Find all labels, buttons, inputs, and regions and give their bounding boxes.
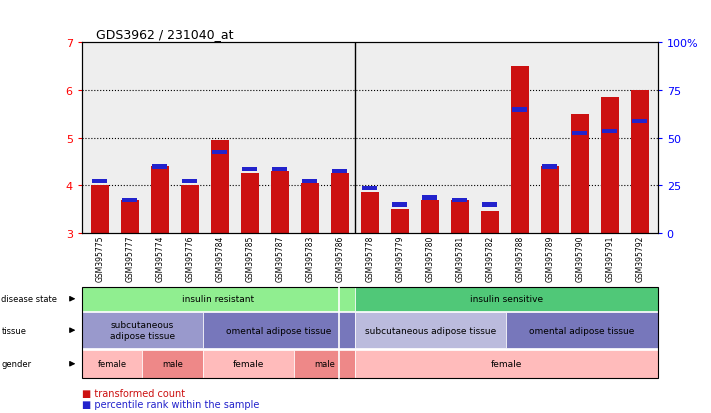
Text: omental adipose tissue: omental adipose tissue <box>226 326 331 335</box>
Bar <box>210 141 229 233</box>
Bar <box>271 172 289 233</box>
Text: female: female <box>491 359 522 368</box>
Bar <box>572 132 587 136</box>
Bar <box>510 67 529 233</box>
Bar <box>421 200 439 233</box>
Bar <box>481 212 498 233</box>
Bar <box>422 196 437 200</box>
Bar <box>571 114 589 233</box>
Bar <box>602 129 617 134</box>
Text: female: female <box>97 359 127 368</box>
Bar <box>601 98 619 233</box>
Text: insulin resistant: insulin resistant <box>182 294 255 304</box>
Bar <box>241 174 259 233</box>
Bar <box>362 186 378 190</box>
Bar <box>482 203 498 207</box>
Text: GDS3962 / 231040_at: GDS3962 / 231040_at <box>96 28 233 41</box>
Bar <box>632 120 647 124</box>
Bar <box>301 183 319 233</box>
Bar <box>391 210 409 233</box>
Bar <box>242 167 257 172</box>
Bar <box>151 167 169 233</box>
Bar <box>542 165 557 169</box>
Bar <box>122 198 137 202</box>
Text: gender: gender <box>1 359 31 368</box>
Text: insulin sensitive: insulin sensitive <box>469 294 542 304</box>
Bar <box>92 179 107 183</box>
Bar <box>512 108 528 112</box>
Bar <box>181 186 199 233</box>
Bar <box>182 179 198 183</box>
Bar <box>302 179 317 183</box>
Text: male: male <box>314 359 335 368</box>
Bar <box>360 193 379 233</box>
Bar <box>392 203 407 207</box>
Text: omental adipose tissue: omental adipose tissue <box>529 326 635 335</box>
Bar <box>91 186 109 233</box>
Bar <box>121 200 139 233</box>
Text: subcutaneous
adipose tissue: subcutaneous adipose tissue <box>109 321 175 340</box>
Text: subcutaneous adipose tissue: subcutaneous adipose tissue <box>365 326 496 335</box>
Bar <box>332 170 348 174</box>
Bar <box>452 198 467 202</box>
Text: tissue: tissue <box>1 326 26 335</box>
Text: female: female <box>232 359 264 368</box>
Text: ■ percentile rank within the sample: ■ percentile rank within the sample <box>82 399 259 409</box>
Bar <box>212 151 228 155</box>
Bar <box>451 200 469 233</box>
Bar <box>540 167 559 233</box>
Bar <box>631 91 648 233</box>
Bar <box>152 165 167 169</box>
Text: male: male <box>162 359 183 368</box>
Bar <box>331 174 348 233</box>
Bar <box>272 167 287 172</box>
Text: ■ transformed count: ■ transformed count <box>82 388 185 398</box>
Text: disease state: disease state <box>1 294 58 304</box>
